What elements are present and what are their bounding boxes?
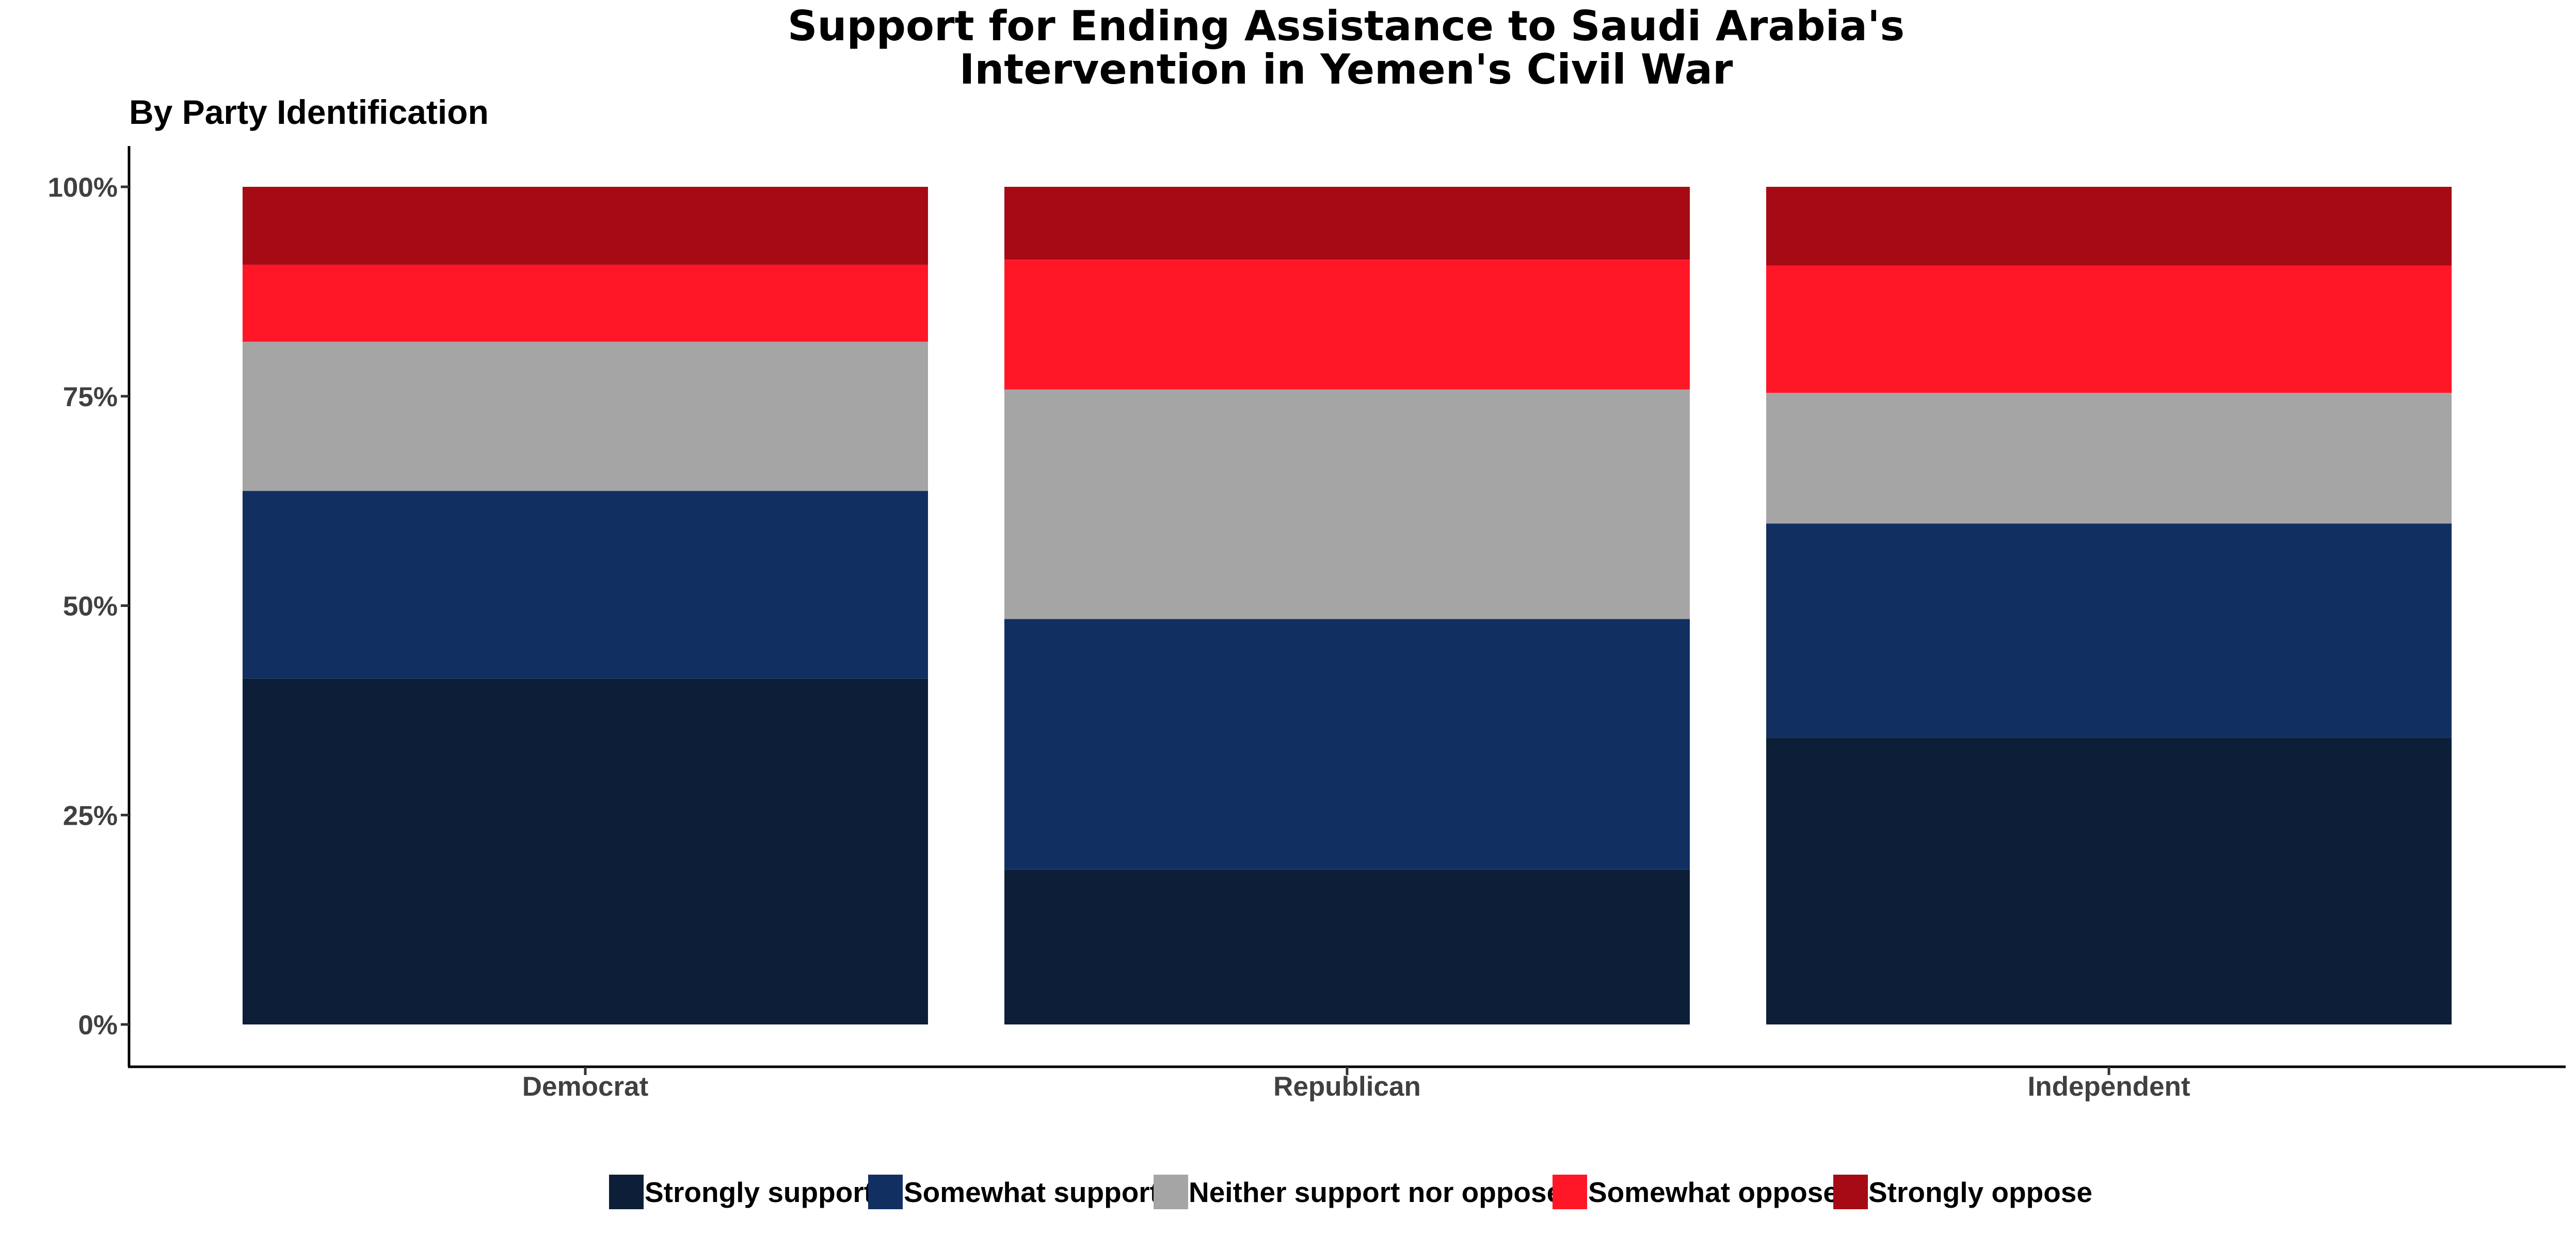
- legend-label: Neither support nor oppose: [1189, 1176, 1562, 1208]
- bar-segment-democrat-somewhat-support: [243, 491, 928, 679]
- legend-key-strongly-oppose: [1833, 1175, 1868, 1209]
- y-tick-label: 75%: [63, 382, 118, 412]
- bar-segment-independent-strongly-support: [1766, 738, 2452, 1024]
- y-tick-label: 0%: [78, 1010, 118, 1040]
- y-tick-label: 50%: [63, 591, 118, 622]
- legend-label: Somewhat oppose: [1588, 1176, 1839, 1208]
- legend: Strongly support Somewhat support Neither …: [609, 1175, 2092, 1209]
- bars-group: [243, 187, 2452, 1024]
- bar-segment-democrat-strongly-support: [243, 678, 928, 1024]
- x-tick-label: Republican: [1273, 1071, 1421, 1102]
- bar-segment-republican-strongly-oppose: [1004, 187, 1690, 260]
- x-tick-label: Democrat: [522, 1071, 648, 1102]
- legend-key-strongly-support: [609, 1175, 644, 1209]
- bar-segment-republican-somewhat-support: [1004, 619, 1690, 870]
- chart-title-line-1: Support for Ending Assistance to Saudi A…: [788, 2, 1905, 50]
- chart-subtitle: By Party Identification: [129, 93, 489, 131]
- bar-segment-republican-strongly-support: [1004, 869, 1690, 1024]
- x-axis-ticks: Democrat Republican Independent: [522, 1067, 2190, 1102]
- bar-segment-democrat-neither-support-nor-oppose: [243, 342, 928, 491]
- legend-key-somewhat-support: [868, 1175, 903, 1209]
- bar-segment-independent-somewhat-oppose: [1766, 265, 2452, 393]
- y-axis-ticks: 0% 25% 50% 75% 100%: [47, 172, 129, 1040]
- x-tick-label: Independent: [2027, 1071, 2190, 1102]
- y-tick-label: 100%: [47, 172, 118, 203]
- y-tick-label: 25%: [63, 800, 118, 831]
- legend-key-somewhat-oppose: [1553, 1175, 1587, 1209]
- bar-segment-independent-strongly-oppose: [1766, 187, 2452, 266]
- bar-segment-republican-neither-support-nor-oppose: [1004, 389, 1690, 619]
- bar-segment-democrat-somewhat-oppose: [243, 264, 928, 342]
- bar-segment-republican-somewhat-oppose: [1004, 260, 1690, 390]
- legend-key-neither-support-nor-oppose: [1154, 1175, 1188, 1209]
- legend-label: Strongly oppose: [1868, 1176, 2092, 1208]
- bar-segment-democrat-strongly-oppose: [243, 187, 928, 265]
- bar-segment-independent-neither-support-nor-oppose: [1766, 393, 2452, 524]
- legend-label: Strongly support: [645, 1176, 873, 1208]
- chart-title-line-2: Intervention in Yemen's Civil War: [959, 45, 1733, 93]
- legend-label: Somewhat support: [904, 1176, 1159, 1208]
- bar-segment-independent-somewhat-support: [1766, 523, 2452, 738]
